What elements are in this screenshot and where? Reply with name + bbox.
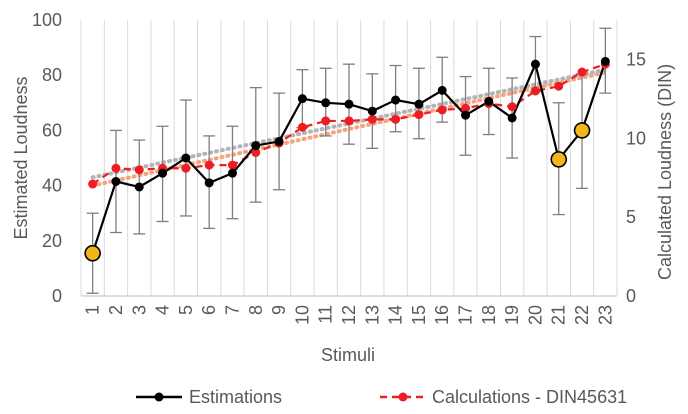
x-tick-label: 14 [386, 305, 406, 325]
calculations-point [251, 147, 261, 157]
x-tick-label: 16 [432, 305, 452, 325]
estimations-point [600, 56, 610, 66]
estimations-point [111, 176, 121, 186]
estimations-point [344, 99, 354, 109]
estimations-point [297, 94, 307, 104]
calculations-point [367, 114, 377, 124]
x-axis-title: Stimuli [321, 345, 375, 365]
legend: Estimations Calculations - DIN45631 [136, 387, 627, 407]
x-tick-label: 15 [409, 305, 429, 325]
calculations-point [577, 67, 587, 77]
legend-calculations-marker [398, 392, 408, 402]
x-tick-label: 17 [456, 305, 476, 325]
estimations-point-highlighted [573, 122, 591, 139]
estimations-point [367, 106, 377, 116]
x-tick-label: 11 [316, 305, 336, 324]
x-tick-label: 19 [502, 305, 522, 325]
estimations-point [437, 85, 447, 95]
y-left-tick-label: 60 [42, 120, 62, 140]
estimations-point [461, 110, 471, 120]
calculations-point [461, 103, 471, 113]
legend-calculations-label: Calculations - DIN45631 [432, 387, 627, 407]
estimations-point [251, 141, 261, 151]
estimations-point [227, 168, 237, 178]
calculations-point [437, 105, 447, 115]
estimations-point [507, 113, 517, 123]
y-left-tick-label: 0 [52, 286, 62, 306]
x-tick-label: 2 [106, 305, 126, 315]
y-axis-right-title: Calculated Loudness (DIN) [655, 64, 675, 280]
calculations-point [530, 86, 540, 96]
y-left-tick-label: 20 [42, 231, 62, 251]
trendline [90, 67, 608, 180]
x-tick-label: 7 [222, 305, 242, 315]
estimations-point [321, 98, 331, 108]
calculations-point [111, 163, 121, 173]
calculations-point [227, 160, 237, 170]
x-tick-label: 9 [269, 305, 289, 315]
calculations-point [88, 179, 98, 189]
x-tick-label: 6 [199, 305, 219, 315]
series [84, 56, 610, 262]
x-tick-label: 10 [292, 305, 312, 325]
calculations-point [297, 122, 307, 132]
y-right-tick-label: 15 [626, 49, 646, 69]
calculations-point [414, 110, 424, 120]
estimations-point [530, 59, 540, 69]
estimations-point [181, 153, 191, 163]
x-tick-label: 13 [362, 305, 382, 325]
y-right-tick-label: 0 [626, 286, 636, 306]
estimations-point [274, 136, 284, 146]
grid [80, 20, 618, 296]
x-tick-label: 18 [479, 305, 499, 325]
estimations-point-highlighted [550, 151, 568, 168]
calculations-point [344, 116, 354, 126]
calculations-point [554, 81, 564, 91]
calculations-point [134, 165, 144, 175]
estimations-point [391, 95, 401, 105]
calculations-point [507, 102, 517, 112]
estimations-point [484, 96, 494, 106]
x-tick-label: 22 [572, 305, 592, 325]
y-left-tick-label: 80 [42, 65, 62, 85]
y-right-tick-label: 5 [626, 207, 636, 227]
x-tick-label: 3 [129, 305, 149, 315]
y-left-tick-label: 100 [32, 10, 62, 30]
y-right-tick-label: 10 [626, 128, 646, 148]
estimations-point [414, 99, 424, 109]
x-tick-label: 4 [153, 305, 173, 315]
x-tick-label: 1 [83, 305, 103, 315]
x-tick-label: 8 [246, 305, 266, 315]
calculations-point [391, 114, 401, 124]
x-tick-label: 5 [176, 305, 196, 315]
estimations-point [204, 178, 214, 188]
x-tick-label: 12 [339, 305, 359, 325]
legend-estimations-label: Estimations [189, 387, 282, 407]
legend-estimations-marker [154, 392, 164, 402]
estimations-point [134, 182, 144, 192]
estimations-point-highlighted [84, 244, 101, 262]
calculations-point [321, 116, 331, 126]
x-tick-label: 23 [595, 305, 615, 325]
y-left-tick-label: 40 [42, 176, 62, 196]
x-tick-label: 21 [549, 305, 569, 325]
calculations-point [181, 163, 191, 173]
x-tick-label: 20 [525, 305, 545, 325]
y-axis-left-title: Estimated Loudness [11, 76, 31, 239]
estimations-point [158, 168, 168, 178]
calculations-point [204, 160, 214, 170]
